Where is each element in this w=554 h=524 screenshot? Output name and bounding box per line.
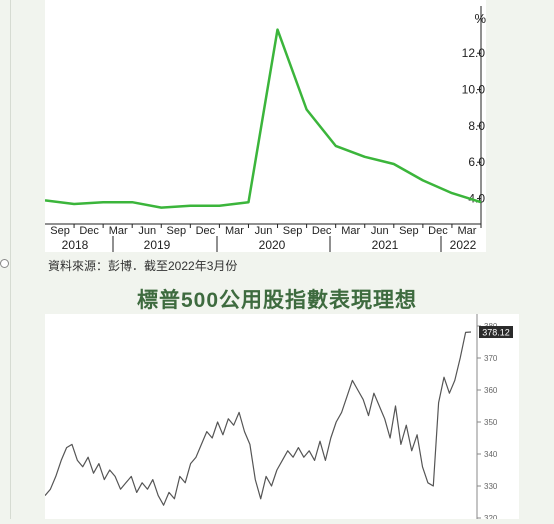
- x-tick-label: Sep: [50, 225, 70, 237]
- y-unit-label: %: [474, 11, 486, 26]
- x-tick-label: Dec: [196, 225, 216, 237]
- last-value-badge: [479, 326, 513, 339]
- x-year-label: 2022: [450, 238, 477, 252]
- x-tick-label: Dec: [79, 225, 99, 237]
- y-tick-label: 340: [484, 450, 498, 459]
- y-tick-label: 330: [484, 482, 498, 491]
- x-tick-label: Mar: [458, 225, 477, 237]
- y-tick-label: 12.0: [462, 46, 486, 60]
- y-tick-label: 370: [484, 354, 498, 363]
- yield-series-line: [44, 28, 482, 209]
- y-tick-label: 320: [484, 514, 498, 519]
- x-year-label: 2021: [372, 238, 399, 252]
- y-tick-label: 360: [484, 386, 498, 395]
- x-tick-label: Mar: [109, 225, 128, 237]
- x-tick-label: Mar: [225, 225, 244, 237]
- x-tick-label: Dec: [428, 225, 448, 237]
- x-tick-label: Dec: [312, 225, 332, 237]
- x-tick-label: Jun: [138, 225, 156, 237]
- x-tick-label: Sep: [283, 225, 303, 237]
- y-tick-label: 8.0: [468, 119, 485, 133]
- yield-chart-panel: % 4.0 6.0 8.0 10.0 12.0 Sep Dec Mar Jun Sep Dec Mar J…: [44, 0, 486, 252]
- x-tick-label: Sep: [399, 225, 419, 237]
- left-edge-divider: [0, 0, 11, 519]
- x-year-label: 2018: [62, 238, 89, 252]
- anchor-dot-icon: [0, 259, 9, 268]
- x-year-label: 2020: [259, 238, 286, 252]
- yield-line-chart: % 4.0 6.0 8.0 10.0 12.0 Sep Dec Mar Jun Sep Dec Mar J…: [44, 6, 486, 252]
- source-note: 資料來源：彭博．截至2022年3月份: [48, 259, 238, 273]
- y-tick-label: 10.0: [462, 83, 486, 97]
- index-line-chart: 320330340350360370380378.12: [44, 314, 513, 523]
- index-chart-panel: 320330340350360370380378.12: [44, 314, 519, 523]
- index-series-line: [44, 331, 472, 506]
- x-tick-label: Sep: [167, 225, 187, 237]
- last-value-label: 378.12: [482, 328, 510, 338]
- x-tick-label: Mar: [341, 225, 360, 237]
- y-tick-label: 350: [484, 418, 498, 427]
- page-title: 標普500公用股指數表現理想: [136, 289, 418, 312]
- x-year-label: 2019: [144, 238, 171, 252]
- y-tick-label: 4.0: [468, 192, 485, 206]
- x-tick-label: Jun: [255, 225, 273, 237]
- x-tick-label: Jun: [371, 225, 389, 237]
- y-tick-label: 6.0: [468, 155, 485, 169]
